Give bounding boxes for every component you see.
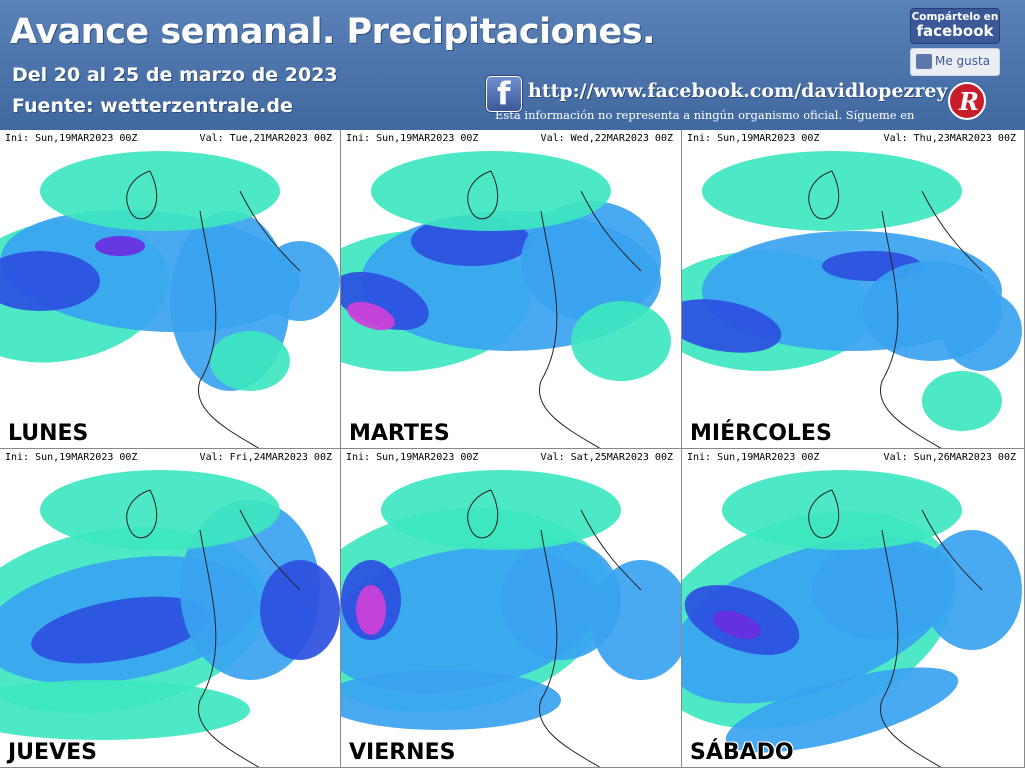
panel-header: Ini: Sun,19MAR2023 00Z Val: Sat,25MAR202… (341, 449, 681, 470)
precip-area-light (702, 151, 962, 231)
map-panel-thursday: Ini: Sun,19MAR2023 00Z Val: Fri,24MAR202… (0, 449, 341, 768)
day-label: JUEVES (8, 740, 97, 765)
facebook-url-link[interactable]: http://www.facebook.com/davidlopezrey (528, 80, 948, 102)
share-label: Compártelo en (911, 11, 999, 23)
coastline (126, 170, 301, 448)
precip-area-heavy (260, 560, 340, 660)
valid-time: Val: Sat,25MAR2023 00Z (540, 452, 673, 463)
valid-time: Val: Wed,22MAR2023 00Z (540, 133, 673, 144)
precip-area-medium (260, 241, 340, 321)
source-credit: Fuente: wetterzentrale.de (12, 95, 293, 117)
day-label: LUNES (8, 421, 89, 446)
precip-area-light (371, 151, 611, 231)
map-panel-monday: Ini: Sun,19MAR2023 00Z Val: Tue,21MAR202… (0, 130, 341, 449)
map-panel-saturday: Ini: Sun,19MAR2023 00Z Val: Sun,26MAR202… (682, 449, 1025, 768)
valid-time: Val: Tue,21MAR2023 00Z (199, 133, 332, 144)
like-button[interactable]: Me gusta (910, 48, 1000, 76)
precip-area-medium (591, 560, 681, 680)
thumbs-up-icon (916, 54, 932, 69)
precip-area-medium (922, 530, 1022, 650)
precipitation-map (0, 151, 340, 448)
precip-area-light (40, 151, 280, 231)
panel-header: Ini: Sun,19MAR2023 00Z Val: Sun,26MAR202… (682, 449, 1024, 470)
page-title: Avance semanal. Precipitaciones. (10, 12, 655, 52)
panel-header: Ini: Sun,19MAR2023 00Z Val: Wed,22MAR202… (341, 130, 681, 151)
panel-header: Ini: Sun,19MAR2023 00Z Val: Tue,21MAR202… (0, 130, 340, 151)
precipitation-map (341, 470, 681, 767)
precip-area-light (381, 470, 621, 550)
precip-area-medium (942, 291, 1022, 371)
map-panel-friday: Ini: Sun,19MAR2023 00Z Val: Sat,25MAR202… (341, 449, 682, 768)
panel-header: Ini: Sun,19MAR2023 00Z Val: Fri,24MAR202… (0, 449, 340, 470)
header-banner: Avance semanal. Precipitaciones. Del 20 … (0, 0, 1025, 130)
precipitation-map (682, 151, 1024, 448)
init-time: Ini: Sun,19MAR2023 00Z (687, 452, 820, 463)
precip-area-extreme (347, 301, 395, 331)
precip-area-intense (713, 610, 761, 640)
panel-header: Ini: Sun,19MAR2023 00Z Val: Thu,23MAR202… (682, 130, 1024, 151)
precipitation-map (0, 470, 340, 767)
precip-area-light (210, 331, 290, 391)
precip-area-heavy (31, 596, 209, 664)
init-time: Ini: Sun,19MAR2023 00Z (5, 452, 138, 463)
precip-area-medium (521, 201, 661, 321)
precip-area-extreme (356, 585, 386, 635)
precip-area-heavy (0, 251, 100, 311)
precip-area-medium (501, 540, 621, 660)
precip-area-medium (341, 670, 561, 730)
coastline (808, 170, 983, 448)
init-time: Ini: Sun,19MAR2023 00Z (346, 452, 479, 463)
dlr-logo-icon[interactable]: R (948, 82, 986, 120)
precip-area-light (40, 470, 280, 550)
precip-area-light (0, 680, 250, 740)
facebook-icon[interactable]: f (486, 76, 522, 112)
precip-area-intense (95, 236, 145, 256)
coastline (126, 489, 301, 767)
map-panel-wednesday: Ini: Sun,19MAR2023 00Z Val: Thu,23MAR202… (682, 130, 1025, 449)
precip-area-heavy (682, 299, 782, 353)
coastline (467, 170, 642, 448)
precip-area-light (922, 371, 1002, 431)
share-facebook-button[interactable]: Compártelo en facebook (910, 8, 1000, 44)
day-label: SÁBADO (690, 740, 794, 765)
precip-area-light (722, 470, 962, 550)
share-brand: facebook (916, 22, 994, 40)
valid-time: Val: Fri,24MAR2023 00Z (199, 452, 332, 463)
day-label: VIERNES (349, 740, 456, 765)
init-time: Ini: Sun,19MAR2023 00Z (687, 133, 820, 144)
day-label: MARTES (349, 421, 450, 446)
precipitation-map (682, 470, 1024, 767)
precip-area-medium (725, 667, 959, 753)
precip-area-medium (812, 540, 952, 640)
coastline (808, 489, 983, 767)
like-label: Me gusta (935, 54, 991, 68)
disclaimer-text: Esta información no representa a ningún … (495, 108, 915, 122)
precipitation-map (341, 151, 681, 448)
coastline (467, 489, 642, 767)
valid-time: Val: Sun,26MAR2023 00Z (883, 452, 1016, 463)
date-range: Del 20 al 25 de marzo de 2023 (12, 64, 338, 86)
day-label: MIÉRCOLES (690, 421, 832, 446)
init-time: Ini: Sun,19MAR2023 00Z (5, 133, 138, 144)
init-time: Ini: Sun,19MAR2023 00Z (346, 133, 479, 144)
precip-area-light (571, 301, 671, 381)
valid-time: Val: Thu,23MAR2023 00Z (883, 133, 1016, 144)
map-panel-tuesday: Ini: Sun,19MAR2023 00Z Val: Wed,22MAR202… (341, 130, 682, 449)
